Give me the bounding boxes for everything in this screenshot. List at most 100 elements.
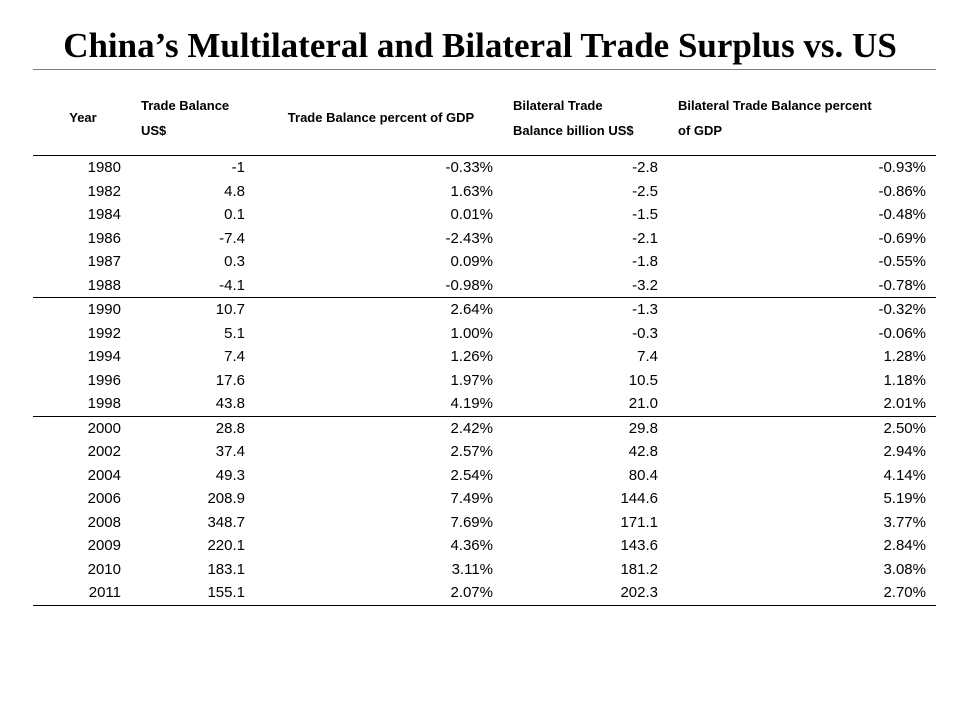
cell-bilateral-pct: 5.19% (883, 490, 926, 508)
cell-year: 1987 (87, 253, 121, 271)
cell-trade-balance: 49.3 (215, 466, 245, 484)
table-row: 1992 5.1 1.00% -0.3 -0.06% (33, 322, 936, 346)
cell-trade-balance-pct: 1.97% (450, 371, 493, 389)
cell-bilateral: 202.3 (505, 581, 670, 606)
cell-trade-balance: 4.8 (224, 182, 245, 200)
header-year: Year (33, 80, 133, 156)
cell-trade-balance: 348.7 (207, 513, 245, 531)
cell-bilateral-pct: -0.78% (670, 273, 936, 298)
cell-trade-balance: 183.1 (207, 560, 245, 578)
cell-trade-balance-pct: -2.43% (445, 229, 493, 247)
cell-year: 2008 (87, 513, 121, 531)
cell-bilateral: -2.8 (632, 159, 658, 177)
cell-bilateral: -1.3 (632, 301, 658, 319)
cell-year: 2004 (87, 466, 121, 484)
header-trade-balance-pct-label: Trade Balance percent of GDP (287, 110, 475, 125)
cell-trade-balance-pct: 1.00% (450, 324, 493, 342)
cell-bilateral-pct: -0.69% (878, 229, 926, 247)
cell-trade-balance: 0.3 (224, 253, 245, 271)
cell-year: 2010 (87, 560, 121, 578)
page-title: China’s Multilateral and Bilateral Trade… (63, 26, 897, 65)
cell-bilateral-pct: -0.86% (878, 182, 926, 200)
cell-trade-balance: 7.4 (224, 348, 245, 366)
cell-year: 1984 (87, 206, 121, 224)
cell-bilateral: -1.8 (632, 253, 658, 271)
cell-bilateral-pct: -0.55% (878, 253, 926, 271)
cell-trade-balance-pct: 0.09% (450, 253, 493, 271)
cell-bilateral-pct: -0.93% (878, 159, 926, 177)
cell-trade-balance: 28.8 (215, 419, 245, 437)
table-row: 1996 17.6 1.97% 10.5 1.18% (33, 369, 936, 393)
cell-bilateral: -2.1 (632, 229, 658, 247)
header-trade-balance-line-1: Trade Balance (141, 97, 230, 113)
cell-trade-balance-pct: -0.98% (257, 273, 505, 298)
cell-trade-balance-pct: 4.19% (257, 392, 505, 417)
cell-bilateral-pct: -0.48% (878, 206, 926, 224)
cell-trade-balance-pct: 1.63% (450, 182, 493, 200)
header-bilateral-line-2: Balance billion US$ (513, 122, 634, 138)
cell-bilateral-pct: -0.32% (878, 301, 926, 319)
table-row: 1984 0.1 0.01% -1.5 -0.48% (33, 203, 936, 227)
trade-table: Year Trade Balance US$ Trade Balance per… (33, 80, 936, 606)
cell-trade-balance: 220.1 (207, 537, 245, 555)
cell-year: 2000 (87, 419, 121, 437)
header-bilateral-pct: Bilateral Trade Balance percent of GDP (670, 80, 936, 156)
table-row: 2000 28.8 2.42% 29.8 2.50% (33, 416, 936, 440)
table-row: 2010 183.1 3.11% 181.2 3.08% (33, 558, 936, 582)
cell-trade-balance: 5.1 (224, 324, 245, 342)
table-row: 1982 4.8 1.63% -2.5 -0.86% (33, 180, 936, 204)
table-row: 2002 37.4 2.57% 42.8 2.94% (33, 440, 936, 464)
cell-trade-balance-pct: 2.64% (450, 301, 493, 319)
cell-bilateral-pct: 2.50% (883, 419, 926, 437)
table-row: 1986 -7.4 -2.43% -2.1 -0.69% (33, 227, 936, 251)
header-bilateral: Bilateral Trade Balance billion US$ (505, 80, 670, 156)
header-bilateral-pct-line-1: Bilateral Trade Balance percent (678, 97, 872, 113)
table-row: 1980 -1 -0.33% -2.8 -0.93% (33, 156, 936, 180)
cell-trade-balance-pct: 2.07% (257, 581, 505, 606)
cell-bilateral: 42.8 (628, 443, 658, 461)
cell-bilateral: 10.5 (628, 371, 658, 389)
cell-year: 1996 (87, 371, 121, 389)
cell-bilateral: -1.5 (632, 206, 658, 224)
header-bilateral-line-1: Bilateral Trade (513, 97, 603, 113)
cell-bilateral: -0.3 (632, 324, 658, 342)
table-row: 2011 155.1 2.07% 202.3 2.70% (33, 581, 936, 606)
header-trade-balance: Trade Balance US$ (133, 80, 257, 156)
table-row: 2008 348.7 7.69% 171.1 3.77% (33, 511, 936, 535)
table-row: 1988 -4.1 -0.98% -3.2 -0.78% (33, 273, 936, 298)
cell-trade-balance: 10.7 (215, 301, 245, 319)
cell-year: 1988 (33, 273, 133, 298)
cell-bilateral: 7.4 (637, 348, 658, 366)
table-row: 1990 10.7 2.64% -1.3 -0.32% (33, 298, 936, 322)
cell-bilateral: 143.6 (620, 537, 658, 555)
table-row: 2006 208.9 7.49% 144.6 5.19% (33, 487, 936, 511)
cell-trade-balance-pct: 3.11% (451, 560, 493, 578)
cell-trade-balance-pct: 1.26% (450, 348, 493, 366)
cell-bilateral: -3.2 (505, 273, 670, 298)
cell-year: 1998 (33, 392, 133, 417)
header-trade-balance-line-2: US$ (141, 122, 167, 138)
cell-trade-balance-pct: 7.49% (450, 490, 493, 508)
cell-bilateral: 171.1 (620, 513, 658, 531)
cell-bilateral-pct: 4.14% (883, 466, 926, 484)
cell-year: 1994 (87, 348, 121, 366)
table-row: 1998 43.8 4.19% 21.0 2.01% (33, 392, 936, 417)
cell-bilateral: 29.8 (628, 419, 658, 437)
table-body: 1980 -1 -0.33% -2.8 -0.93% 1982 4.8 1.63% -2.5 -0… (33, 156, 936, 606)
cell-trade-balance: 43.8 (133, 392, 257, 417)
table-row: 2009 220.1 4.36% 143.6 2.84% (33, 534, 936, 558)
cell-year: 1990 (87, 301, 121, 319)
cell-trade-balance: -7.4 (219, 229, 245, 247)
cell-year: 2002 (87, 443, 121, 461)
cell-trade-balance: 17.6 (215, 371, 245, 389)
cell-year: 1992 (87, 324, 121, 342)
cell-trade-balance-pct: 2.57% (450, 443, 493, 461)
header-row: Year Trade Balance US$ Trade Balance per… (33, 80, 936, 156)
table-row: 2004 49.3 2.54% 80.4 4.14% (33, 464, 936, 488)
cell-trade-balance-pct: 2.54% (450, 466, 493, 484)
cell-bilateral: 80.4 (628, 466, 658, 484)
cell-trade-balance-pct: -0.33% (445, 159, 493, 177)
cell-trade-balance-pct: 2.42% (450, 419, 493, 437)
cell-trade-balance: 0.1 (224, 206, 245, 224)
cell-year: 1986 (87, 229, 121, 247)
